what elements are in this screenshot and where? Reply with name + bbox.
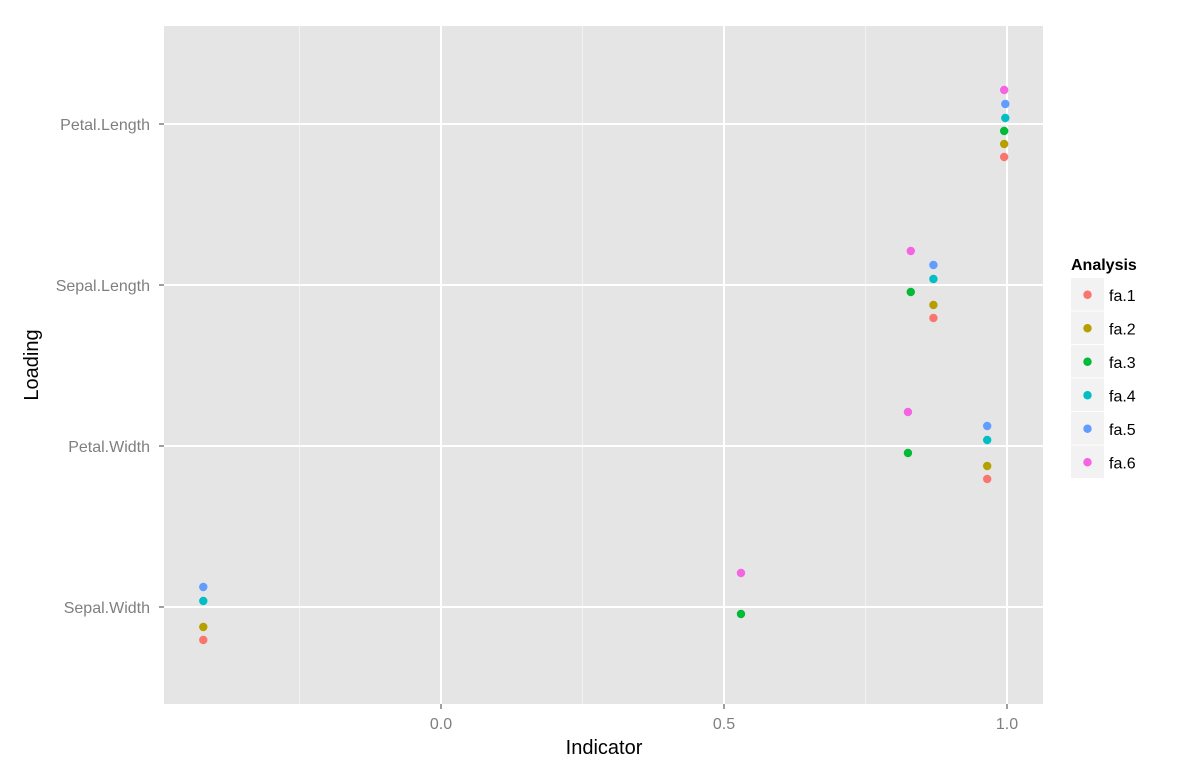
data-point-fa-3 [906, 287, 915, 297]
data-point-fa-4 [1001, 113, 1010, 123]
y-tick-label: Sepal.Width [64, 600, 150, 617]
axis-ticks [159, 123, 1008, 709]
legend-key-dot [1083, 424, 1092, 433]
y-tick-label: Petal.Length [60, 117, 150, 134]
legend-label: fa.1 [1109, 288, 1136, 305]
legend-title: Analysis [1071, 257, 1137, 274]
x-tick-label: 0.0 [430, 716, 452, 733]
grid-major [164, 26, 1043, 704]
data-points [199, 85, 1010, 645]
data-point-fa-2 [999, 139, 1009, 149]
legend-items: fa.1 fa.2 fa.3 fa.4 fa.5 fa.6 [1071, 278, 1136, 478]
data-point-fa-1 [199, 635, 208, 645]
data-point-fa-3 [903, 448, 913, 458]
data-point-fa-2 [929, 300, 938, 310]
legend-key-dot [1083, 391, 1092, 400]
legend-key-dot [1083, 324, 1092, 333]
legend-key-dot [1083, 290, 1092, 299]
y-axis-title: Loading [21, 329, 43, 400]
data-point-fa-5 [199, 582, 208, 592]
y-tick-label: Sepal.Length [56, 278, 150, 295]
legend-label: fa.6 [1109, 455, 1136, 472]
legend-label: fa.3 [1109, 355, 1136, 372]
data-point-fa-3 [999, 126, 1009, 136]
legend-label: fa.4 [1109, 388, 1136, 405]
data-point-fa-5 [1001, 99, 1010, 109]
x-axis-title: Indicator [566, 737, 643, 759]
x-tick-label: 0.5 [713, 716, 735, 733]
legend-label: fa.2 [1109, 321, 1136, 338]
x-tick-label: 1.0 [996, 716, 1018, 733]
data-point-fa-4 [929, 274, 938, 284]
grid-minor [299, 26, 866, 704]
data-point-fa-4 [199, 596, 208, 606]
data-point-fa-3 [736, 609, 746, 619]
data-point-fa-1 [982, 474, 992, 484]
y-tick-label: Petal.Width [68, 439, 150, 456]
data-point-fa-6 [903, 407, 913, 417]
data-point-fa-4 [982, 435, 992, 445]
data-point-fa-6 [736, 568, 746, 578]
data-point-fa-1 [999, 152, 1009, 162]
data-point-fa-1 [929, 313, 938, 323]
legend-key-dot [1083, 357, 1092, 366]
data-point-fa-6 [906, 246, 915, 256]
panel-background [164, 26, 1043, 704]
data-point-fa-2 [199, 622, 208, 632]
legend-key-dot [1083, 458, 1092, 467]
axis-tick-labels: 0.0 0.5 1.0 Sepal.Width Petal.Width Sepal.Len… [56, 117, 1019, 733]
data-point-fa-5 [982, 421, 992, 431]
legend: Analysis fa.1 fa.2 fa.3 fa.4 fa.5 fa.6 [1071, 257, 1137, 478]
data-point-fa-2 [982, 461, 992, 471]
data-point-fa-6 [999, 85, 1009, 95]
data-point-fa-5 [929, 260, 938, 270]
legend-label: fa.5 [1109, 422, 1136, 439]
